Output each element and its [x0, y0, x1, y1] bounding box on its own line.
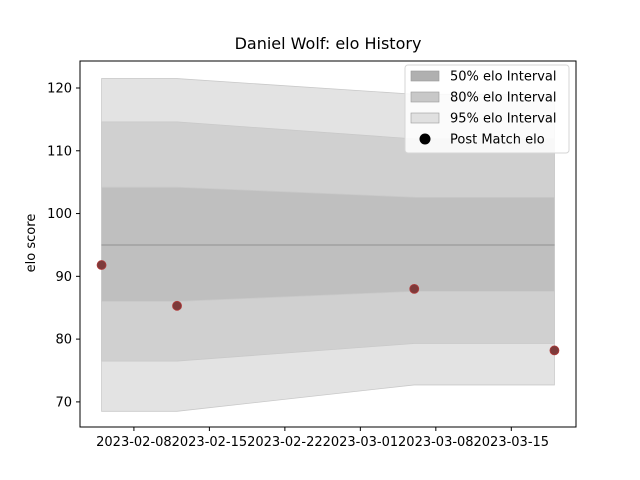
- x-tick-label: 2023-02-08: [96, 435, 172, 450]
- legend-label: 80% elo Interval: [450, 91, 557, 106]
- y-tick-label: 120: [47, 81, 72, 96]
- legend-label: 50% elo Interval: [450, 70, 557, 85]
- post-match-elo-point: [409, 283, 420, 294]
- legend-label: Post Match elo: [450, 133, 545, 148]
- legend-label: 95% elo Interval: [450, 112, 557, 127]
- y-tick-label: 80: [55, 333, 72, 348]
- legend-box: [404, 64, 570, 154]
- y-tick-label: 110: [47, 144, 72, 159]
- x-tick-label: 2023-02-15: [172, 435, 248, 450]
- x-tick-label: 2023-03-01: [323, 435, 399, 450]
- plot-frame: [79, 60, 577, 428]
- x-tick-label: 2023-03-15: [474, 435, 550, 450]
- y-tick-label: 90: [55, 270, 72, 285]
- y-tick-label: 70: [55, 395, 72, 410]
- legend: 50% elo Interval 80% elo Interval 95% elo …: [404, 64, 570, 154]
- post-match-elo-point: [96, 260, 107, 270]
- x-tick-label: 2023-03-08: [398, 435, 474, 450]
- post-match-elo-point: [172, 300, 182, 311]
- chart-title: Daniel Wolf: elo History: [235, 34, 422, 53]
- y-tick-label: 100: [47, 207, 72, 222]
- legend-swatch: [410, 91, 440, 103]
- legend-swatch: [410, 112, 440, 124]
- y-axis-label: elo score: [24, 214, 39, 273]
- post-match-elo-point: [549, 345, 560, 356]
- legend-swatch: [410, 70, 440, 82]
- plot-area: [96, 78, 560, 412]
- legend-marker: [419, 133, 431, 145]
- x-tick-label: 2023-02-22: [247, 435, 323, 450]
